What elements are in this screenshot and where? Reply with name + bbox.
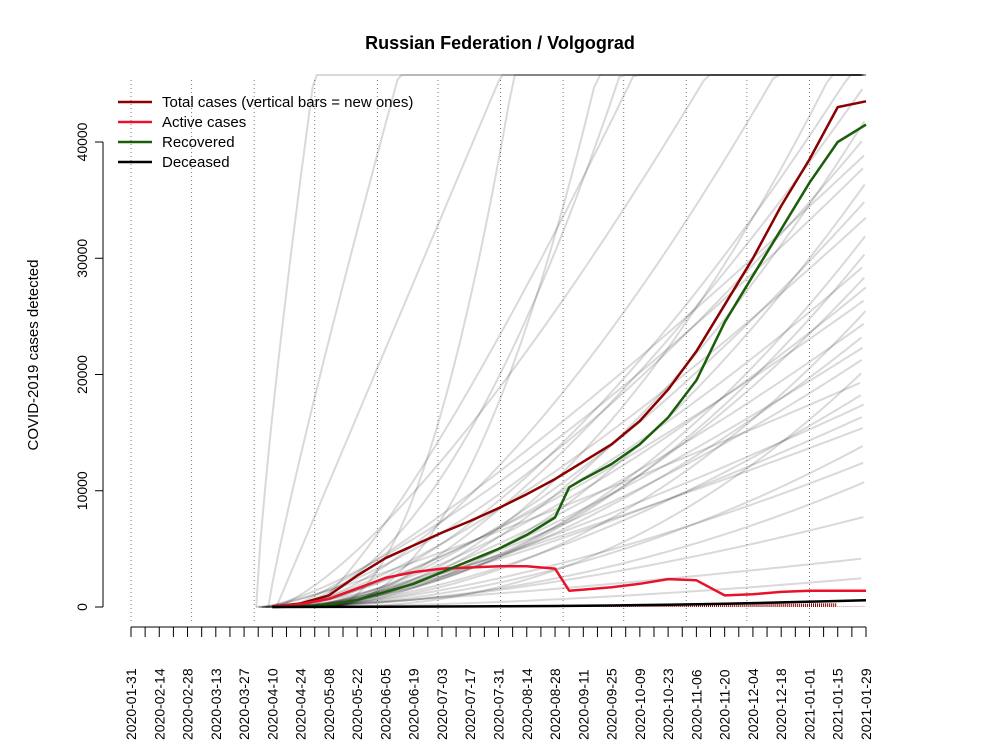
background-curve <box>313 183 866 608</box>
background-curve <box>288 74 864 608</box>
x-tick-label: 2020-09-11 <box>575 669 591 740</box>
background-curve <box>262 167 864 608</box>
background-curve <box>288 299 865 608</box>
background-curve <box>299 461 864 608</box>
background-region-curves <box>255 74 867 608</box>
series-lines <box>272 100 867 609</box>
x-tick-label: 2020-08-14 <box>519 668 535 740</box>
series-line <box>272 100 867 608</box>
x-tick-label: 2020-07-31 <box>491 668 507 740</box>
legend-label: Deceased <box>162 154 230 171</box>
x-tick-label: 2020-01-31 <box>123 668 139 740</box>
background-curve <box>300 201 865 608</box>
series-line <box>272 565 866 608</box>
x-tick-label: 2020-10-23 <box>660 668 676 740</box>
x-tick-label: 2020-08-28 <box>547 668 563 740</box>
x-tick-label: 2020-06-19 <box>406 668 422 740</box>
x-tick-label: 2020-11-20 <box>717 669 733 740</box>
axes: 0 10000 20000 30000 40000 2020-01-31 2020-02-1… <box>74 122 874 740</box>
background-curve <box>255 140 863 608</box>
chart-title: Russian Federation / Volgograd <box>365 33 635 53</box>
background-curve <box>266 381 861 608</box>
background-curve <box>329 88 864 608</box>
background-curve <box>273 74 862 608</box>
x-tick-label: 2020-03-13 <box>208 668 224 740</box>
x-tick-label: 2020-07-17 <box>462 668 478 740</box>
legend-label: Total cases (vertical bars = new ones) <box>162 94 413 111</box>
series-line <box>272 123 867 609</box>
x-tick-label: 2020-03-27 <box>236 668 252 740</box>
x-tick-label: 2020-05-22 <box>349 668 365 740</box>
y-tick-label: 30000 <box>74 239 90 278</box>
x-tick-label: 2020-04-24 <box>293 668 309 740</box>
y-tick-label: 20000 <box>74 355 90 394</box>
y-tick-label: 0 <box>74 603 90 611</box>
background-curve <box>261 359 863 608</box>
background-curve <box>321 74 861 608</box>
x-tick-label: 2020-10-09 <box>632 668 648 740</box>
background-curve <box>255 74 866 608</box>
background-curve <box>328 372 862 608</box>
background-curve <box>265 310 867 608</box>
background-curve <box>288 154 865 608</box>
legend-label: Recovered <box>162 134 235 151</box>
background-curve <box>306 322 865 608</box>
x-tick-label: 2021-01-15 <box>830 668 846 740</box>
background-curve <box>275 74 866 608</box>
legend-label: Active cases <box>162 114 246 131</box>
x-tick-label: 2021-01-29 <box>858 668 874 740</box>
background-curve <box>273 74 862 608</box>
x-tick-label: 2020-12-18 <box>773 668 789 740</box>
x-tick-label: 2020-02-14 <box>151 668 167 740</box>
y-tick-label: 10000 <box>74 471 90 510</box>
x-tick-label: 2020-04-10 <box>264 668 280 740</box>
legend: Total cases (vertical bars = new ones) Ac… <box>118 94 413 171</box>
x-tick-label: 2020-12-04 <box>745 668 761 740</box>
background-curve <box>305 427 863 608</box>
x-tick-label: 2020-06-05 <box>377 668 393 740</box>
background-curve <box>271 235 866 608</box>
x-tick-label: 2020-09-25 <box>604 668 620 740</box>
background-curve <box>326 74 861 608</box>
background-curve <box>285 336 863 608</box>
y-tick-label: 40000 <box>74 122 90 161</box>
background-curve <box>297 394 862 608</box>
background-curve <box>267 74 866 608</box>
x-tick-label: 2020-05-08 <box>321 668 337 740</box>
background-curve <box>290 217 867 608</box>
background-curve <box>296 286 867 608</box>
background-curve <box>275 445 864 608</box>
background-curve <box>311 74 864 608</box>
background-curve <box>258 253 866 608</box>
background-curve <box>287 74 864 608</box>
y-axis-label: COVID-2019 cases detected <box>25 260 42 451</box>
x-tick-label: 2020-07-03 <box>434 668 450 740</box>
x-tick-label: 2021-01-01 <box>801 668 817 740</box>
x-tick-label: 2020-02-28 <box>180 668 196 740</box>
background-curve <box>261 557 862 608</box>
background-curve <box>288 516 864 608</box>
x-tick-label: 2020-11-06 <box>688 669 704 740</box>
background-curve <box>306 403 865 608</box>
series-line <box>272 599 867 609</box>
